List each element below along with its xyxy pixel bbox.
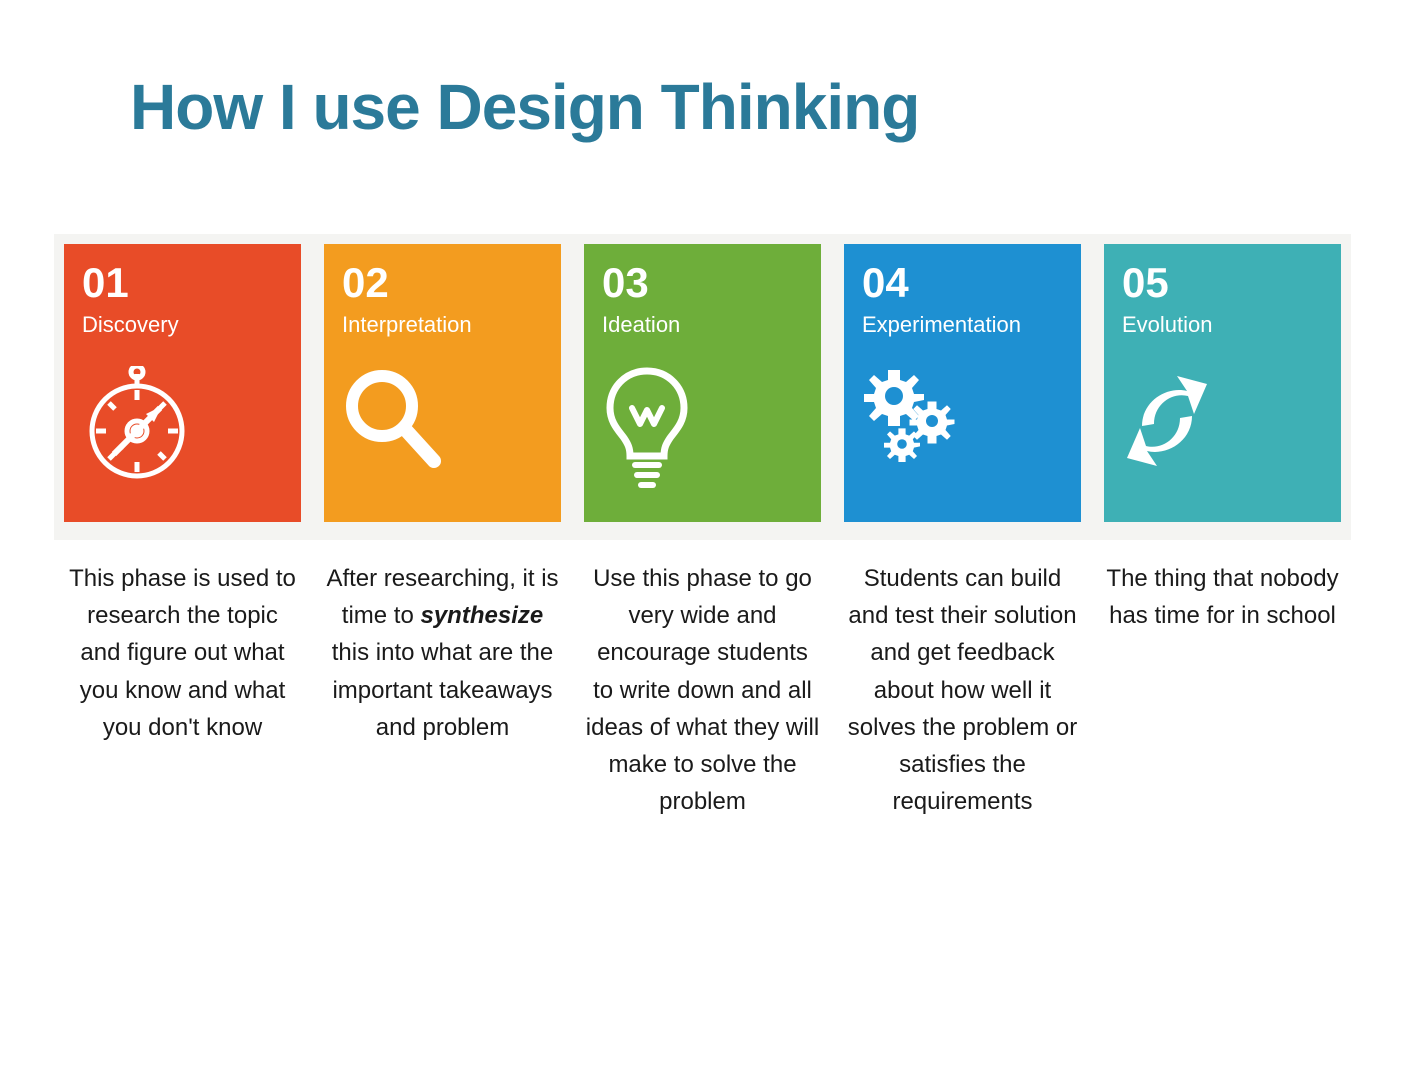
- card-number: 05: [1122, 262, 1323, 304]
- card-description: Students can build and test their soluti…: [844, 560, 1081, 820]
- card-label: Discovery: [82, 312, 283, 338]
- card-ideation: 03 Ideation: [584, 244, 821, 522]
- card-description: The thing that nobody has time for in sc…: [1104, 560, 1341, 820]
- cycle-icon: [1122, 366, 1323, 522]
- card-number: 03: [602, 262, 803, 304]
- cards-band: 01 Discovery: [54, 234, 1351, 540]
- gears-icon: [862, 366, 1063, 522]
- slide: How I use Design Thinking 01 Discovery: [0, 0, 1405, 1068]
- descriptions-row: This phase is used to research the topic…: [60, 560, 1345, 820]
- cards-row: 01 Discovery: [64, 244, 1341, 522]
- card-number: 04: [862, 262, 1063, 304]
- card-label: Interpretation: [342, 312, 543, 338]
- card-label: Evolution: [1122, 312, 1323, 338]
- magnifier-icon: [342, 366, 543, 522]
- card-label: Experimentation: [862, 312, 1063, 338]
- bulb-icon: [602, 366, 803, 522]
- page-title: How I use Design Thinking: [130, 70, 1345, 144]
- card-discovery: 01 Discovery: [64, 244, 301, 522]
- card-interpretation: 02 Interpretation: [324, 244, 561, 522]
- card-label: Ideation: [602, 312, 803, 338]
- card-experimentation: 04 Experimentation: [844, 244, 1081, 522]
- card-number: 02: [342, 262, 543, 304]
- card-evolution: 05 Evolution: [1104, 244, 1341, 522]
- card-description: This phase is used to research the topic…: [64, 560, 301, 820]
- card-number: 01: [82, 262, 283, 304]
- compass-icon: [82, 366, 283, 522]
- card-description: Use this phase to go very wide and encou…: [584, 560, 821, 820]
- card-description: After researching, it is time to synthes…: [324, 560, 561, 820]
